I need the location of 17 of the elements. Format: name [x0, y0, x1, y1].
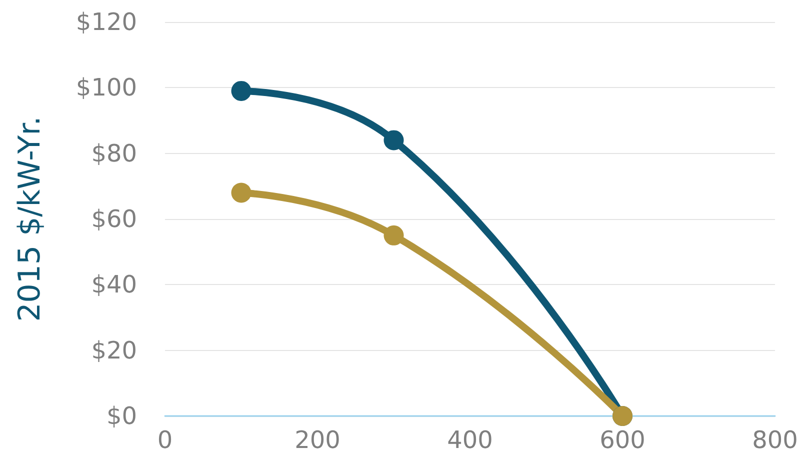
y-tick-label: $20 [91, 336, 137, 364]
x-tick-label: 600 [600, 426, 646, 454]
point [231, 80, 252, 101]
x-tick-label: 800 [752, 426, 798, 454]
y-tick-label: $40 [91, 270, 137, 299]
y-tick-label: $120 [76, 8, 137, 36]
y-tick-label: $60 [91, 205, 137, 233]
point [384, 225, 404, 246]
y-tick-label: $80 [91, 139, 137, 168]
x-tick-label: 400 [447, 426, 493, 454]
x-tick-label: 0 [157, 426, 173, 454]
y-tick-label: $100 [76, 74, 137, 102]
y-axis-title: 2015 $/kW-Yr. [12, 116, 48, 322]
point [231, 182, 252, 203]
y-tick-label: $0 [106, 402, 137, 430]
x-tick-label: 200 [294, 426, 340, 454]
point [384, 130, 404, 150]
